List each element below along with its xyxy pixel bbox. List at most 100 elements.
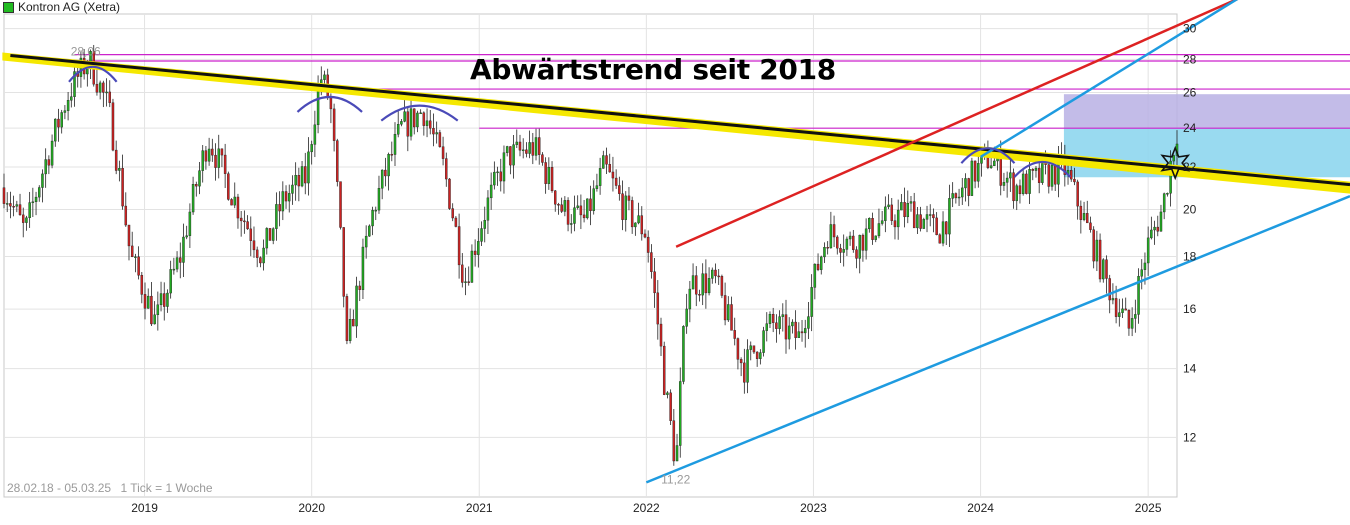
candle-body (172, 268, 176, 271)
candle (714, 263, 717, 284)
candle (66, 92, 70, 121)
candle (1118, 298, 1121, 327)
candle-body (1140, 269, 1143, 277)
downtrend-line (10, 54, 1350, 187)
candle (541, 152, 544, 166)
candle (813, 263, 817, 300)
candle-body (576, 205, 579, 208)
x-tick-label: 2025 (1135, 501, 1162, 515)
candle-body (262, 247, 265, 264)
candle (464, 267, 467, 296)
candle (800, 319, 804, 342)
candle (358, 280, 361, 302)
candle-body (345, 296, 349, 341)
candle-body (457, 226, 461, 266)
candle (576, 195, 579, 210)
candle-body (557, 204, 560, 206)
candle-body (1172, 155, 1176, 162)
candle-body (1037, 167, 1041, 183)
candle-body (1015, 185, 1018, 202)
candle-body (54, 118, 57, 142)
candle (967, 177, 970, 207)
candle-body (188, 211, 192, 236)
candle (291, 175, 294, 205)
candle (41, 169, 44, 203)
candle (502, 145, 506, 194)
candle-body (15, 204, 19, 207)
candle-body (919, 214, 922, 229)
candle (691, 263, 695, 290)
candle (640, 206, 644, 241)
candle (1121, 298, 1124, 319)
candle-body (771, 313, 775, 323)
candle-body (566, 200, 570, 225)
candle-body (755, 351, 759, 359)
top-arc (960, 147, 1016, 164)
candle-body (473, 250, 477, 255)
candle (528, 130, 531, 159)
candle (922, 217, 926, 229)
candle (227, 171, 230, 201)
legend: Kontron AG (Xetra) (3, 0, 120, 14)
candle-body (627, 195, 631, 201)
candle-body (166, 292, 169, 307)
candle (762, 326, 765, 357)
candle-body (1005, 177, 1009, 183)
candle-body (1146, 237, 1150, 264)
candle (858, 234, 861, 274)
candle-body (637, 215, 640, 224)
candle (275, 192, 278, 241)
candle-body (723, 295, 727, 321)
candle (749, 341, 752, 361)
candle (150, 282, 153, 327)
candle-body (130, 245, 134, 258)
candle-body (528, 142, 531, 154)
candle-body (12, 206, 15, 208)
candle (371, 206, 374, 236)
candle-body (550, 167, 554, 192)
candle (646, 230, 650, 263)
candle-body (159, 293, 163, 306)
candle-body (60, 112, 63, 128)
top-arc (380, 104, 459, 122)
candle (909, 195, 913, 212)
candle-body (739, 359, 743, 364)
candle-body (800, 331, 804, 334)
candle (60, 109, 63, 134)
candle-body (537, 137, 541, 155)
candle (461, 253, 464, 288)
candle (977, 153, 980, 188)
candle (864, 218, 868, 260)
y-tick-label: 24 (1183, 121, 1197, 135)
candle (868, 217, 871, 233)
candle-body (28, 202, 31, 219)
candle (438, 129, 442, 148)
trend-annotation: Abwärtstrend seit 2018 (470, 53, 836, 86)
candle-body (816, 263, 820, 270)
candle-body (656, 292, 660, 325)
candle-body (239, 217, 243, 222)
top-arc (296, 96, 363, 113)
candle-body (461, 264, 464, 283)
candle (1076, 179, 1079, 220)
candle (361, 238, 365, 300)
candle (153, 301, 156, 325)
candle (954, 192, 958, 204)
candle (21, 207, 25, 238)
candle (467, 266, 470, 286)
value-label: 11,22 (661, 472, 690, 486)
candle-body (743, 362, 746, 383)
candle-body (512, 144, 515, 166)
candle (820, 255, 823, 275)
candle-body (989, 165, 993, 168)
candle (435, 121, 438, 144)
candle-body (9, 203, 12, 207)
candle (845, 236, 849, 256)
candle-body (1034, 167, 1038, 171)
candle-body (521, 149, 525, 152)
candle (1127, 309, 1131, 336)
candle-body (720, 276, 724, 296)
candle (573, 195, 576, 232)
channel-parallel-line (979, 0, 1239, 159)
candle-body (820, 256, 823, 270)
